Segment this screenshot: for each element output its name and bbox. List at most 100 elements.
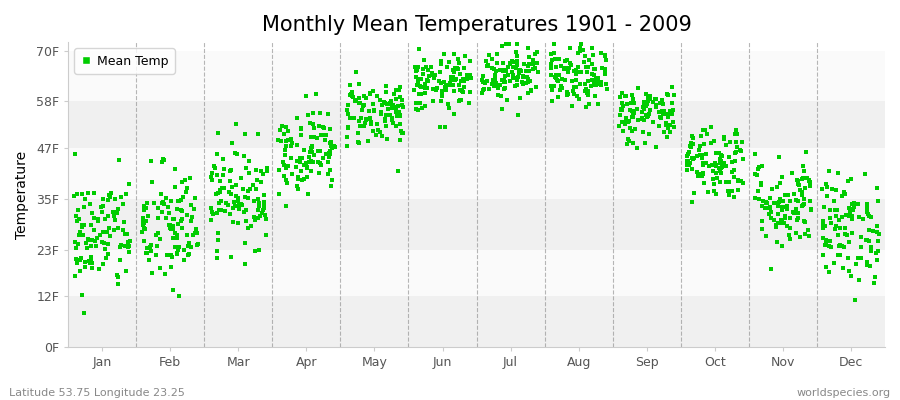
Point <box>764 208 778 215</box>
Point <box>71 216 86 222</box>
Point <box>190 241 204 248</box>
Point <box>795 191 809 198</box>
Point <box>589 74 603 81</box>
Point <box>358 120 373 126</box>
Point <box>845 230 859 237</box>
Point <box>580 92 595 98</box>
Point <box>314 132 328 138</box>
Point <box>352 118 366 124</box>
Point <box>464 88 478 95</box>
Point <box>229 202 243 209</box>
Point <box>693 171 707 178</box>
Point <box>562 65 576 71</box>
Point <box>734 148 749 154</box>
Point <box>456 65 471 71</box>
Point <box>660 110 674 117</box>
Point <box>509 53 524 60</box>
Point <box>702 163 716 170</box>
Point <box>140 250 155 256</box>
Point <box>73 229 87 235</box>
Point <box>97 246 112 252</box>
Point <box>770 224 784 230</box>
Point <box>76 310 91 317</box>
Point <box>212 189 226 196</box>
Point <box>800 175 814 182</box>
Point <box>866 228 880 234</box>
Point <box>345 92 359 99</box>
Point <box>515 79 529 86</box>
Point <box>210 172 224 178</box>
Point <box>521 76 535 82</box>
Bar <box>68 148 885 199</box>
Point <box>726 193 741 200</box>
Point <box>348 98 363 104</box>
Point <box>708 162 723 169</box>
Point <box>101 197 115 204</box>
Point <box>373 97 387 103</box>
Point <box>492 67 507 74</box>
Point <box>777 220 791 226</box>
Point <box>241 225 256 231</box>
Point <box>140 205 154 212</box>
Point <box>828 226 842 232</box>
Point <box>435 91 449 98</box>
Point <box>490 60 504 66</box>
Point <box>774 217 788 224</box>
Point <box>731 186 745 193</box>
Point <box>587 78 601 85</box>
Point <box>464 75 478 82</box>
Point <box>304 168 319 174</box>
Point <box>148 232 163 238</box>
Point <box>161 210 176 216</box>
Point <box>665 99 680 106</box>
Point <box>345 89 359 96</box>
Point <box>79 245 94 251</box>
Point <box>452 98 466 105</box>
Point <box>696 127 710 134</box>
Point <box>344 92 358 98</box>
Point <box>158 157 172 163</box>
Point <box>802 233 816 239</box>
Point <box>365 128 380 135</box>
Point <box>306 120 320 127</box>
Point <box>805 207 819 214</box>
Point <box>434 80 448 86</box>
Point <box>689 153 704 160</box>
Point <box>759 200 773 206</box>
Point <box>729 139 743 145</box>
Point <box>662 128 677 135</box>
Point <box>598 66 613 73</box>
Point <box>680 158 694 164</box>
Point <box>292 159 307 166</box>
Point <box>545 98 560 104</box>
Point <box>717 159 732 166</box>
Point <box>96 196 111 202</box>
Point <box>307 124 321 131</box>
Point <box>753 182 768 189</box>
Point <box>580 78 595 84</box>
Point <box>175 225 189 231</box>
Point <box>84 254 98 260</box>
Point <box>845 207 859 213</box>
Point <box>159 195 174 201</box>
Point <box>107 212 122 218</box>
Point <box>323 138 338 145</box>
Point <box>600 86 615 92</box>
Point <box>637 106 652 112</box>
Point <box>681 157 696 164</box>
Point <box>414 84 428 90</box>
Point <box>626 110 641 116</box>
Point <box>385 115 400 121</box>
Point <box>205 176 220 183</box>
Point <box>748 171 762 178</box>
Point <box>614 107 628 113</box>
Point <box>411 76 426 82</box>
Point <box>105 209 120 215</box>
Point <box>312 148 327 154</box>
Point <box>293 168 308 174</box>
Point <box>346 94 360 101</box>
Point <box>661 92 675 98</box>
Point <box>681 150 696 157</box>
Point <box>555 84 570 91</box>
Point <box>122 181 136 187</box>
